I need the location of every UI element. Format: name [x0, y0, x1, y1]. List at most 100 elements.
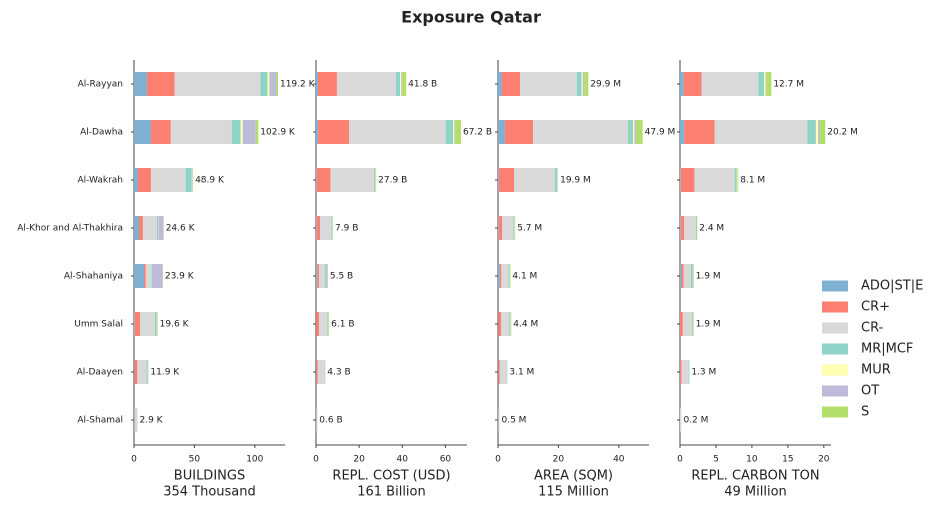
bar-segment: [155, 312, 157, 336]
bar-segment: [509, 312, 511, 336]
bar-segment: [316, 168, 331, 192]
bar-segment: [680, 72, 684, 96]
bar-segment: [137, 168, 151, 192]
bar-segment: [501, 264, 508, 288]
legend-label: MUR: [861, 363, 891, 378]
bar-segment: [507, 264, 509, 288]
bar-segment: [681, 264, 684, 288]
total-label: 2.4 M: [699, 224, 724, 234]
bar-segment: [510, 312, 512, 336]
bar-segment: [680, 168, 681, 192]
total-label: 6.1 B: [331, 320, 354, 330]
bar-segment: [134, 120, 151, 144]
x-tick-label: 15: [782, 455, 793, 465]
total-label: 27.9 B: [378, 176, 407, 186]
total-label: 1.3 M: [691, 368, 716, 378]
total-label: 23.9 K: [165, 272, 195, 282]
bar-segment: [150, 120, 171, 144]
bar-segment: [498, 168, 499, 192]
x-tick-label: 60: [440, 455, 452, 465]
total-label: 5.7 M: [517, 224, 542, 234]
total-label: 4.1 M: [512, 272, 537, 282]
bar-segment: [445, 120, 454, 144]
bar-segment: [576, 72, 582, 96]
bar-segment: [137, 360, 147, 384]
bar-segment: [336, 72, 397, 96]
bar-segment: [316, 216, 321, 240]
bar-segment: [134, 264, 145, 288]
bar-segment: [692, 312, 693, 336]
bar-segment: [498, 408, 500, 432]
bar-segment: [317, 72, 337, 96]
bar-segment: [498, 72, 502, 96]
bar-segment: [533, 120, 628, 144]
bar-segment: [692, 264, 694, 288]
bar-segment: [401, 72, 403, 96]
legend-swatch: [822, 280, 848, 292]
bar-segment: [349, 120, 446, 144]
bar-segment: [316, 168, 317, 192]
bar-segment: [502, 216, 514, 240]
bar-segment: [330, 168, 375, 192]
bar-segment: [134, 360, 138, 384]
y-tick-label: Al-Shahaniya: [64, 272, 123, 282]
chart-title: Exposure Qatar: [401, 8, 541, 27]
bar-segment: [509, 264, 510, 288]
total-label: 7.9 B: [335, 224, 358, 234]
bar-segment: [316, 360, 318, 384]
bar-segment: [680, 408, 682, 432]
bar-segment: [374, 168, 376, 192]
x-axis-subtitle: 49 Million: [724, 485, 787, 500]
x-tick-label: 20: [353, 455, 365, 465]
legend-swatch: [822, 322, 848, 334]
bar-segment: [146, 72, 175, 96]
bar-segment: [634, 120, 637, 144]
bar-segment: [134, 312, 141, 336]
bar-segment: [454, 120, 456, 144]
bar-segment: [317, 264, 320, 288]
y-tick-label: Al-Rayyan: [78, 80, 123, 90]
bar-segment: [396, 72, 401, 96]
bar-segment: [185, 168, 192, 192]
total-label: 102.9 K: [260, 128, 296, 138]
bar-segment: [504, 120, 534, 144]
bar-segment: [150, 168, 186, 192]
total-label: 1.9 M: [696, 272, 721, 282]
bar-segment: [331, 216, 332, 240]
bar-segment: [316, 72, 318, 96]
bar-segment: [636, 120, 643, 144]
bar-segment: [680, 312, 683, 336]
bar-segment: [764, 72, 766, 96]
legend-label: OT: [861, 384, 879, 399]
bar-segment: [680, 168, 695, 192]
legend-swatch: [822, 301, 848, 313]
bar-segment: [156, 216, 159, 240]
total-label: 0.2 M: [683, 416, 708, 426]
bar-segment: [134, 72, 147, 96]
bar-segment: [513, 216, 515, 240]
bar-segment: [688, 360, 690, 384]
bar-segment: [147, 360, 149, 384]
y-tick-label: Al-Dawha: [80, 128, 123, 138]
total-label: 5.5 B: [330, 272, 353, 282]
bar-segment: [501, 72, 521, 96]
bar-segment: [327, 312, 329, 336]
bar-segment: [276, 72, 278, 96]
y-tick-label: Al-Khor and Al-Thakhira: [17, 224, 123, 234]
bar-segment: [498, 360, 500, 384]
bar-segment: [499, 360, 507, 384]
bar-segment: [267, 72, 270, 96]
bar-segment: [765, 72, 767, 96]
bar-segment: [174, 72, 261, 96]
x-tick-label: 40: [397, 455, 409, 465]
bar-segment: [734, 168, 737, 192]
bar-segment: [142, 216, 157, 240]
bar-segment: [242, 120, 256, 144]
bar-segment: [324, 264, 326, 288]
total-label: 1.9 M: [696, 320, 721, 330]
bar-segment: [402, 72, 407, 96]
bar-segment: [498, 120, 505, 144]
bar-segment: [231, 120, 241, 144]
x-axis-label: BUILDINGS: [174, 469, 245, 484]
total-label: 11.9 K: [150, 368, 180, 378]
